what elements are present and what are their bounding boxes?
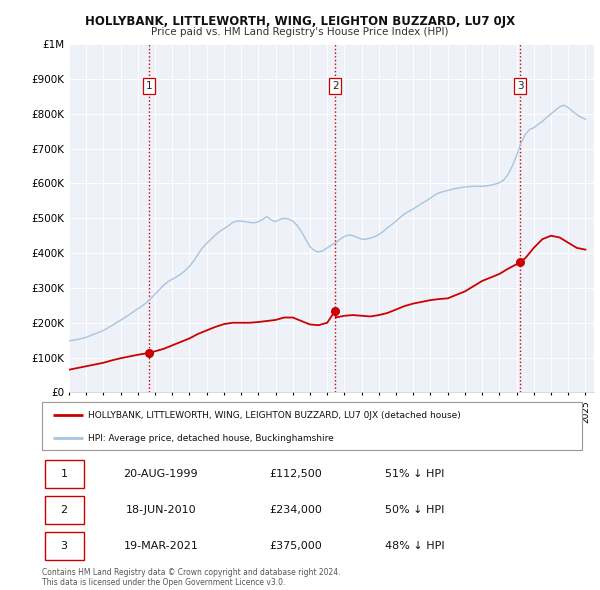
Text: Contains HM Land Registry data © Crown copyright and database right 2024.
This d: Contains HM Land Registry data © Crown c… [42,568,341,587]
Text: 20-AUG-1999: 20-AUG-1999 [124,469,198,479]
Text: £112,500: £112,500 [269,469,322,479]
Text: £234,000: £234,000 [269,505,322,515]
FancyBboxPatch shape [45,496,83,524]
Text: 50% ↓ HPI: 50% ↓ HPI [385,505,444,515]
Text: 51% ↓ HPI: 51% ↓ HPI [385,469,444,479]
Text: 1: 1 [146,81,152,91]
Text: Price paid vs. HM Land Registry's House Price Index (HPI): Price paid vs. HM Land Registry's House … [151,27,449,37]
Text: HPI: Average price, detached house, Buckinghamshire: HPI: Average price, detached house, Buck… [88,434,334,442]
Text: HOLLYBANK, LITTLEWORTH, WING, LEIGHTON BUZZARD, LU7 0JX: HOLLYBANK, LITTLEWORTH, WING, LEIGHTON B… [85,15,515,28]
Text: £375,000: £375,000 [269,541,322,551]
FancyBboxPatch shape [45,460,83,488]
Text: 1: 1 [61,469,68,479]
FancyBboxPatch shape [45,532,83,560]
FancyBboxPatch shape [42,402,582,450]
Text: HOLLYBANK, LITTLEWORTH, WING, LEIGHTON BUZZARD, LU7 0JX (detached house): HOLLYBANK, LITTLEWORTH, WING, LEIGHTON B… [88,411,461,420]
Text: 2: 2 [332,81,338,91]
Text: 2: 2 [61,505,68,515]
Text: 3: 3 [61,541,68,551]
Text: 3: 3 [517,81,523,91]
Text: 18-JUN-2010: 18-JUN-2010 [125,505,196,515]
Text: 19-MAR-2021: 19-MAR-2021 [124,541,198,551]
Text: 48% ↓ HPI: 48% ↓ HPI [385,541,445,551]
